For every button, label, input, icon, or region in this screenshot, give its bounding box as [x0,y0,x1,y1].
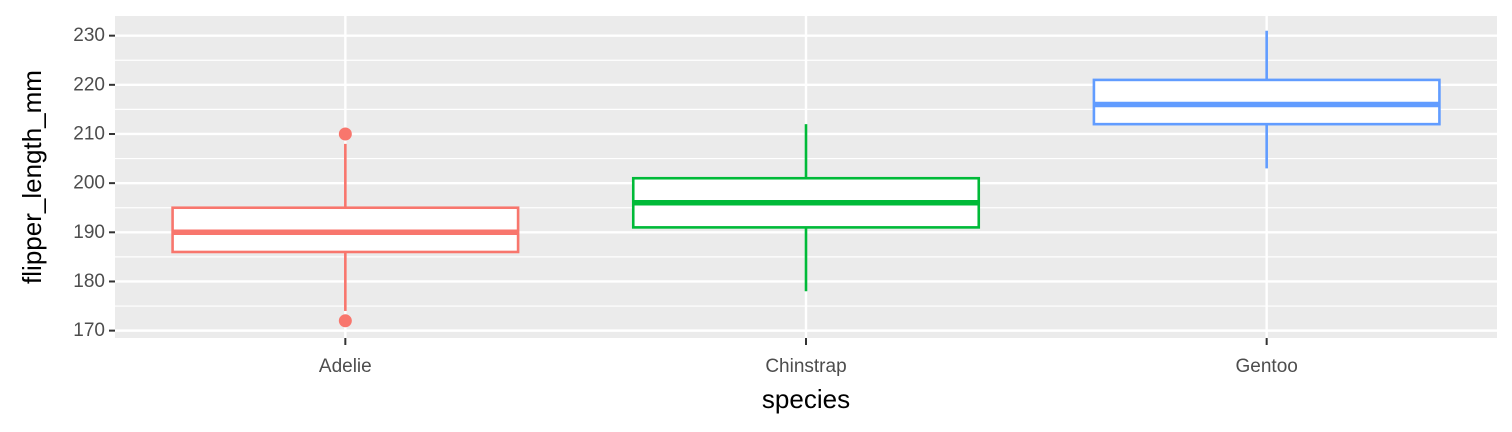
x-tick-label: Chinstrap [765,356,846,377]
box-gentoo [1092,30,1441,169]
y-tick-label: 230 [73,25,105,46]
box-series [171,30,1441,328]
outlier-point [338,314,352,328]
y-tick-label: 170 [73,320,105,341]
box-chinstrap [631,124,981,292]
y-tick-label: 220 [73,74,105,95]
y-tick-label: 200 [73,173,105,194]
outlier-point [338,127,352,141]
x-tick-label: Gentoo [1236,356,1298,377]
y-tick-label: 180 [73,271,105,292]
x-axis: Adelie Chinstrap Gentoo [319,338,1298,377]
y-tick-label: 190 [73,222,105,243]
y-axis: 170 180 190 200 210 220 230 [73,25,115,341]
x-tick-label: Adelie [319,356,372,377]
y-tick-label: 210 [73,123,105,144]
x-axis-title: species [762,384,850,414]
box-adelie [171,127,520,328]
y-axis-title: flipper_length_mm [17,70,47,284]
